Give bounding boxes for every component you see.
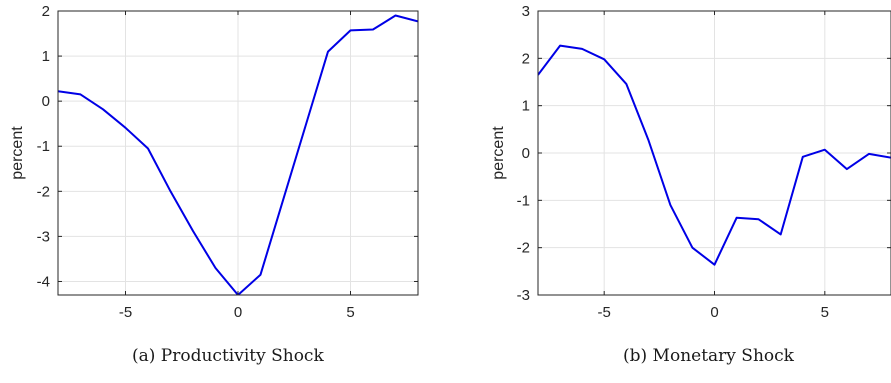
y-tick-label: 0 [522, 145, 530, 162]
y-tick-label: -1 [37, 138, 50, 155]
y-tick-label: 2 [42, 3, 50, 20]
y-tick-label: 1 [42, 48, 50, 65]
y-tick-label: 1 [522, 98, 530, 115]
y-tick-label: -2 [37, 183, 50, 200]
y-axis-label: percent [490, 126, 507, 180]
x-tick-label: -5 [119, 304, 132, 321]
panel-productivity-shock: -5 0 5 -4 -3 -2 -1 0 1 2 percent [9, 3, 419, 321]
y-tick-label: -2 [517, 240, 530, 257]
x-tick-label: 0 [234, 304, 242, 321]
y-tick-label: 0 [42, 93, 50, 110]
y-tick-label: 3 [522, 3, 530, 20]
x-tick-label: -5 [598, 304, 611, 321]
y-tick-label: -3 [37, 228, 50, 245]
x-tick-label: 0 [710, 304, 718, 321]
y-tick-label: -4 [37, 273, 50, 290]
series-line-0 [538, 44, 891, 266]
x-tick-label: 5 [821, 304, 829, 321]
y-tick-label: 2 [522, 50, 530, 67]
y-tick-label: -3 [517, 287, 530, 304]
x-tick-label: 5 [346, 304, 354, 321]
y-axis-label: percent [9, 126, 26, 180]
caption-monetary-shock: (b) Monetary Shock [623, 346, 794, 366]
y-tick-label: -1 [517, 192, 530, 209]
caption-productivity-shock: (a) Productivity Shock [132, 346, 324, 366]
panel-monetary-shock: -5 0 5 -3 -2 -1 0 1 2 3 percent [490, 3, 891, 321]
series-line-0 [58, 14, 418, 295]
